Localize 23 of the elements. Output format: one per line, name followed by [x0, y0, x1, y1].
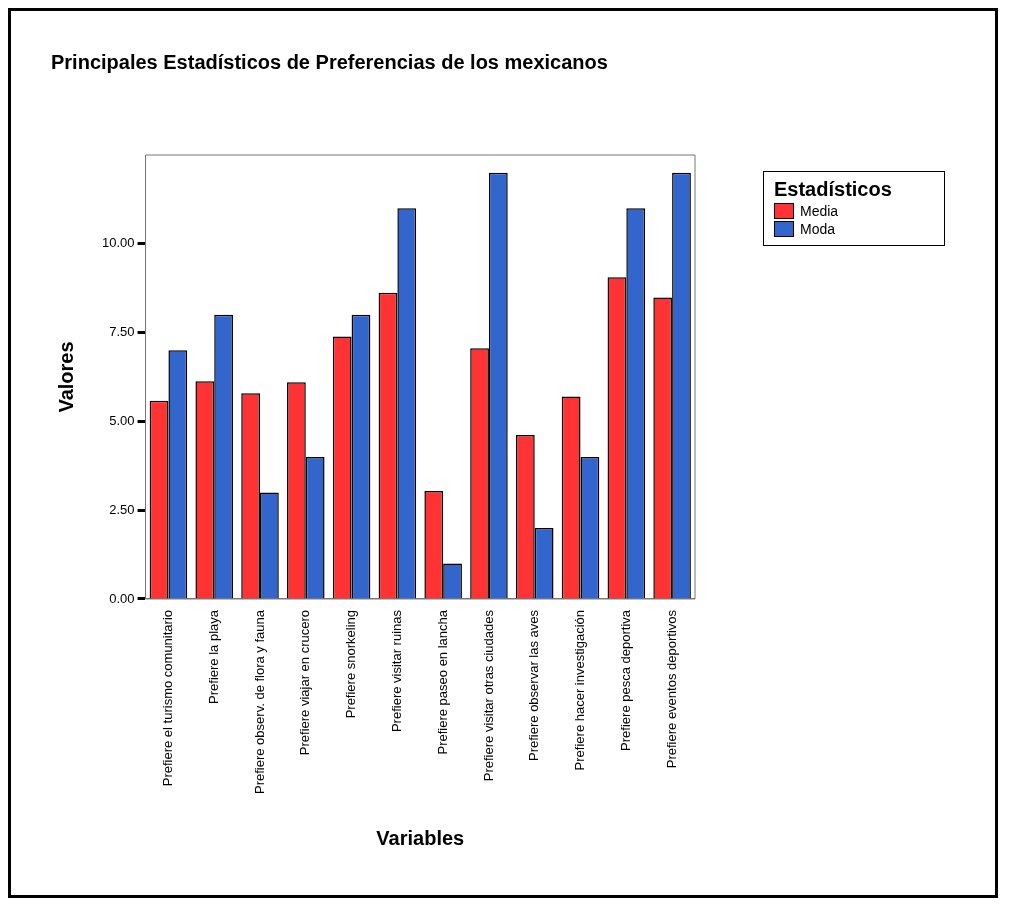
x-tick-label: Prefiere viajar en crucero	[297, 609, 313, 756]
x-tick-label: Prefiere eventos deportivos	[663, 609, 679, 769]
y-tick-label: 5.00	[109, 412, 135, 428]
legend-title: Estadísticos	[774, 178, 893, 201]
x-tick-label: Prefiere visitar ruinas	[388, 609, 404, 733]
y-tick-label: 10.00	[101, 235, 135, 251]
x-tick-label: Prefiere la playa	[205, 609, 221, 704]
x-tick-label: Prefiere observar las aves	[526, 609, 542, 761]
x-tick-label: Prefiere paseo en lancha	[434, 609, 450, 755]
x-tick-label: Prefiere visitar otras ciudades	[480, 609, 496, 782]
y-tick-label: 2.50	[109, 501, 135, 517]
x-tick-label: Prefiere el turismo comunitario	[160, 609, 175, 787]
y-tick-label: 7.50	[109, 324, 135, 340]
y-tick-label: 0.00	[109, 590, 135, 606]
y-axis-title: Valores	[54, 341, 77, 413]
x-tick-label: Prefiere observ. de flora y fauna	[251, 609, 267, 795]
x-tick-label: Prefiere pesca deportiva	[617, 609, 633, 751]
x-axis-title: Variables	[376, 826, 465, 849]
legend-label: Moda	[800, 221, 836, 237]
legend-label: Media	[800, 203, 839, 219]
x-tick-label: Prefiere snorkeling	[343, 609, 359, 719]
x-tick-label: Prefiere hacer investigación	[572, 609, 588, 771]
chart-title: Principales Estadísticos de Preferencias de los mexicanos	[51, 50, 608, 73]
